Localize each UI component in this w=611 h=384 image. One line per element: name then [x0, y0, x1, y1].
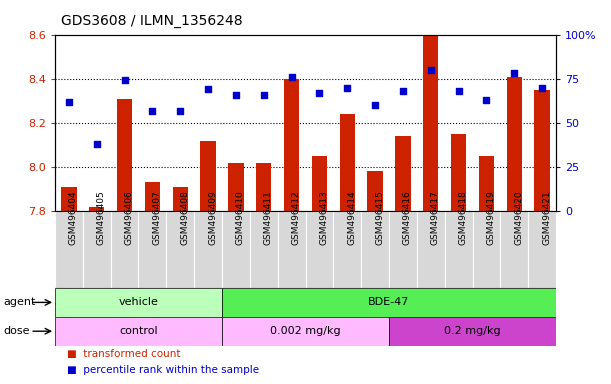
Bar — [111, 211, 139, 288]
Bar — [200, 141, 216, 211]
Text: GSM496405: GSM496405 — [97, 190, 106, 245]
Text: GSM496404: GSM496404 — [69, 190, 78, 245]
Bar — [222, 288, 556, 317]
Point — [120, 78, 130, 84]
Bar — [535, 90, 550, 211]
Text: GSM496418: GSM496418 — [459, 190, 467, 245]
Bar — [389, 211, 417, 288]
Text: GSM496419: GSM496419 — [486, 190, 496, 245]
Bar — [117, 99, 132, 211]
Bar — [334, 211, 361, 288]
Bar — [445, 211, 472, 288]
Bar — [361, 211, 389, 288]
Bar — [194, 211, 222, 288]
Bar — [472, 211, 500, 288]
Point — [231, 91, 241, 98]
Bar — [222, 211, 250, 288]
Bar — [172, 187, 188, 211]
Point — [64, 99, 74, 105]
Point — [203, 86, 213, 93]
Point — [175, 108, 185, 114]
Text: GSM496407: GSM496407 — [152, 190, 161, 245]
Bar — [229, 163, 244, 211]
Bar — [451, 134, 466, 211]
Point — [398, 88, 408, 94]
Text: control: control — [119, 326, 158, 336]
Bar — [389, 317, 556, 346]
Text: GSM496414: GSM496414 — [347, 190, 356, 245]
Text: BDE-47: BDE-47 — [368, 297, 410, 308]
Text: GSM496415: GSM496415 — [375, 190, 384, 245]
Bar — [277, 211, 306, 288]
Bar — [222, 317, 389, 346]
Text: GSM496406: GSM496406 — [125, 190, 134, 245]
Point — [92, 141, 101, 147]
Bar — [340, 114, 355, 211]
Text: GSM496409: GSM496409 — [208, 190, 217, 245]
Text: GSM496421: GSM496421 — [542, 190, 551, 245]
Point — [537, 84, 547, 91]
Point — [510, 70, 519, 76]
Text: ■  percentile rank within the sample: ■ percentile rank within the sample — [67, 364, 259, 375]
Point — [342, 84, 352, 91]
Bar — [250, 211, 277, 288]
Text: agent: agent — [3, 297, 35, 308]
Bar — [256, 163, 271, 211]
Bar — [61, 187, 76, 211]
Text: vehicle: vehicle — [119, 297, 158, 308]
Bar — [284, 79, 299, 211]
Point — [426, 67, 436, 73]
Bar — [395, 136, 411, 211]
Bar — [312, 156, 327, 211]
Bar — [528, 211, 556, 288]
Bar — [507, 76, 522, 211]
Text: 0.002 mg/kg: 0.002 mg/kg — [270, 326, 341, 336]
Text: ■  transformed count: ■ transformed count — [67, 349, 181, 359]
Bar — [417, 211, 445, 288]
Bar — [166, 211, 194, 288]
Bar — [55, 317, 222, 346]
Bar — [55, 211, 83, 288]
Bar — [479, 156, 494, 211]
Text: GSM496412: GSM496412 — [291, 190, 301, 245]
Text: 0.2 mg/kg: 0.2 mg/kg — [444, 326, 501, 336]
Bar — [83, 211, 111, 288]
Text: GSM496408: GSM496408 — [180, 190, 189, 245]
Point — [147, 108, 157, 114]
Bar — [145, 182, 160, 211]
Text: GSM496420: GSM496420 — [514, 190, 523, 245]
Text: GSM496416: GSM496416 — [403, 190, 412, 245]
Point — [287, 74, 296, 80]
Bar — [89, 207, 104, 211]
Point — [370, 102, 380, 108]
Text: GSM496411: GSM496411 — [264, 190, 273, 245]
Bar — [500, 211, 528, 288]
Text: GDS3608 / ILMN_1356248: GDS3608 / ILMN_1356248 — [61, 14, 243, 28]
Point — [259, 91, 269, 98]
Bar — [306, 211, 334, 288]
Point — [481, 97, 491, 103]
Bar — [139, 211, 166, 288]
Point — [315, 90, 324, 96]
Text: GSM496413: GSM496413 — [320, 190, 329, 245]
Point — [454, 88, 464, 94]
Text: dose: dose — [3, 326, 29, 336]
Bar — [423, 35, 439, 211]
Bar — [367, 171, 382, 211]
Text: GSM496410: GSM496410 — [236, 190, 245, 245]
Bar — [55, 288, 222, 317]
Text: GSM496417: GSM496417 — [431, 190, 440, 245]
